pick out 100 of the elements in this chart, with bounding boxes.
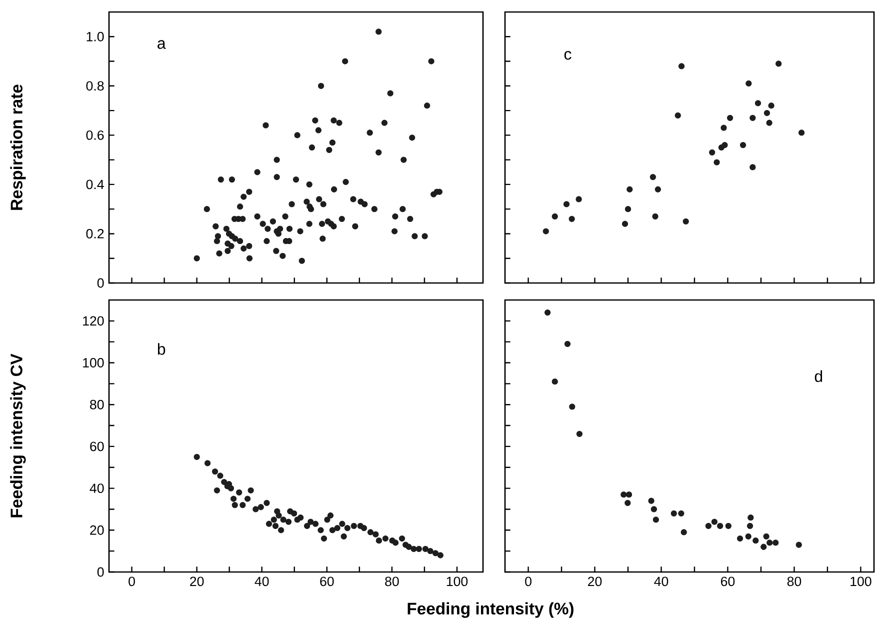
point [285, 518, 292, 525]
x-tick-label: 80 [787, 576, 802, 586]
point [740, 142, 746, 148]
point [736, 535, 744, 542]
point [763, 533, 770, 540]
point [398, 535, 406, 542]
point [416, 546, 422, 552]
point [720, 124, 727, 131]
point [376, 538, 382, 544]
point [709, 149, 716, 156]
point [772, 540, 779, 546]
x-tick-label: 60 [720, 576, 735, 586]
point [648, 498, 654, 504]
point [576, 196, 582, 202]
y-tick-label: 40 [90, 484, 104, 494]
point [272, 522, 279, 530]
y-tick-label: 20 [90, 525, 104, 535]
point [406, 544, 412, 550]
point [276, 512, 282, 519]
point [324, 516, 330, 523]
point [360, 524, 368, 532]
point [626, 492, 632, 498]
point [711, 518, 718, 525]
point [278, 527, 284, 534]
point [427, 548, 434, 554]
y-axis-title: Respiration rate [10, 84, 26, 210]
point [258, 504, 264, 510]
point [796, 542, 802, 548]
point [437, 552, 444, 558]
x-tick-label: 100 [446, 576, 468, 586]
point [221, 478, 228, 486]
point [542, 228, 549, 234]
point [748, 514, 754, 521]
point [367, 529, 374, 536]
x-tick-label: 100 [850, 576, 872, 586]
point [626, 186, 633, 192]
point [678, 510, 684, 516]
point [766, 540, 773, 546]
x-tick-label: 0 [128, 576, 135, 586]
point [654, 186, 661, 192]
point [214, 487, 220, 494]
y-tick-label: 0 [97, 278, 104, 288]
y-tick-label: 0.2 [86, 229, 104, 238]
point [576, 430, 583, 437]
point [752, 538, 759, 544]
x-axis-title: Feeding intensity (%) [408, 602, 574, 618]
point [569, 404, 576, 410]
point [194, 454, 200, 460]
point [726, 114, 734, 121]
point [308, 518, 314, 525]
point [680, 529, 687, 536]
point [339, 520, 346, 527]
point [754, 100, 762, 106]
point [382, 535, 389, 542]
point [682, 218, 689, 224]
y-axis-title: Feeding intensity CV [10, 354, 26, 518]
point [725, 522, 732, 530]
point [670, 510, 677, 516]
point [232, 502, 238, 508]
point [327, 512, 334, 519]
point [622, 220, 628, 227]
y-tick-label: 60 [90, 442, 104, 452]
point [304, 522, 310, 530]
point [410, 546, 417, 552]
point [750, 164, 756, 170]
annotation: d [814, 370, 822, 382]
point [766, 120, 772, 126]
point [563, 201, 570, 208]
point [270, 516, 277, 523]
point [422, 546, 429, 552]
point [552, 213, 558, 220]
point [745, 533, 752, 540]
annotation: b [158, 343, 166, 355]
y-tick-label: 0.8 [86, 81, 104, 91]
point [746, 522, 754, 530]
point [552, 378, 558, 385]
y-tick-label: 0 [97, 567, 104, 577]
point [764, 110, 770, 116]
point [705, 522, 712, 530]
point [230, 496, 237, 502]
point [264, 500, 270, 506]
x-tick-label: 40 [254, 576, 269, 586]
point [228, 485, 234, 492]
point [318, 527, 324, 534]
x-tick-label: 20 [588, 576, 602, 586]
x-tick-label: 20 [190, 576, 204, 586]
point [252, 506, 259, 512]
point [432, 550, 439, 556]
point [750, 114, 756, 121]
point [297, 514, 304, 521]
point [652, 213, 658, 220]
point [340, 533, 347, 540]
point [236, 489, 242, 496]
point [714, 159, 720, 166]
point [392, 540, 399, 546]
point [620, 492, 627, 498]
point [798, 130, 805, 136]
point [212, 468, 218, 475]
point [768, 102, 774, 109]
x-tick-label: 40 [654, 576, 668, 586]
